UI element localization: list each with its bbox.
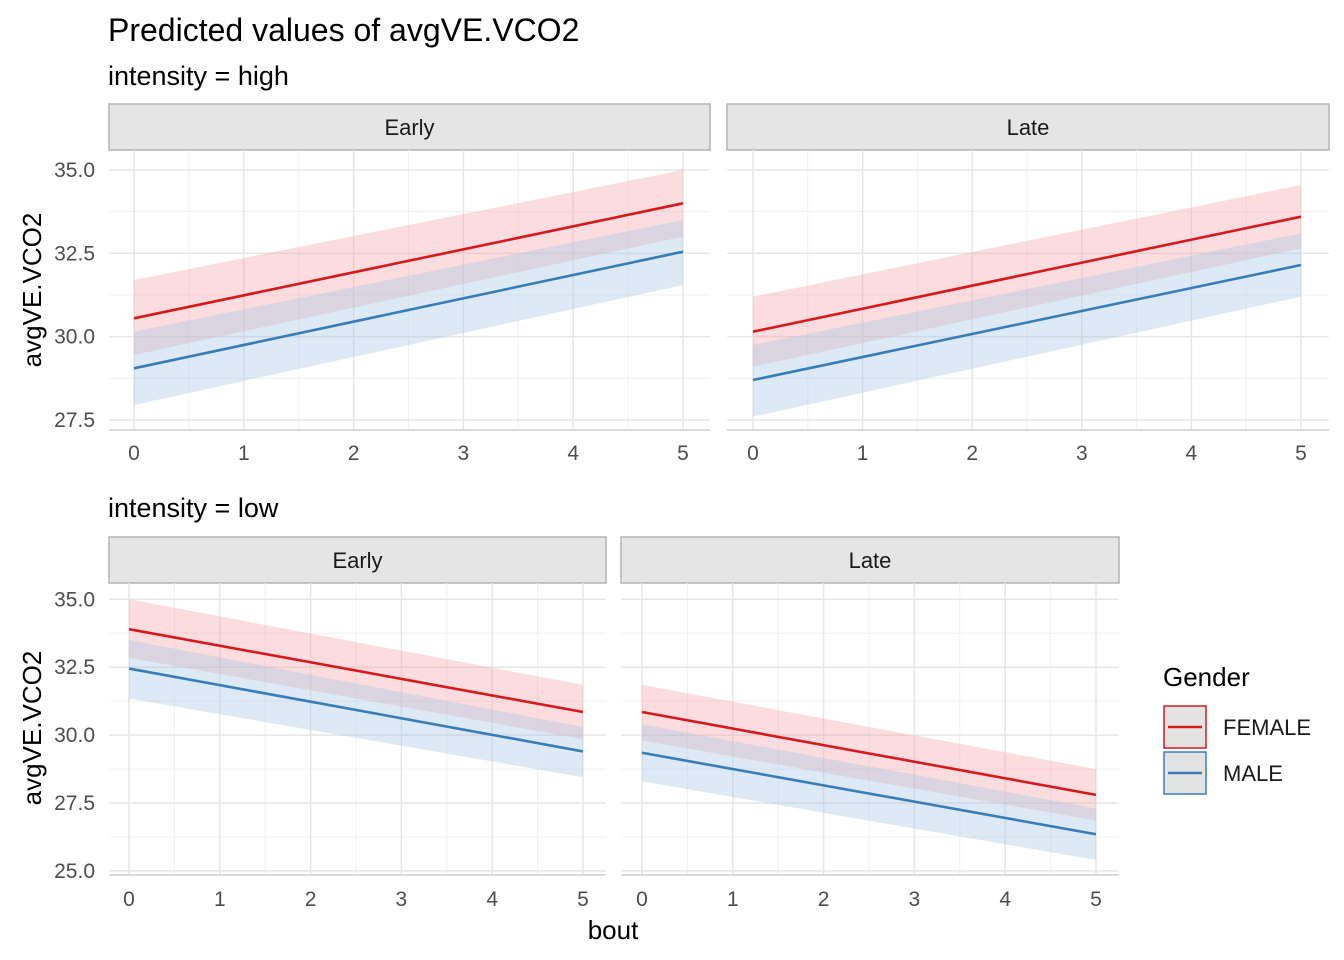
series-line-female: [133, 202, 684, 320]
x-tick-label: 3: [1076, 442, 1088, 465]
panel-high-early: Early 0 1 2 3 4 5 27.5 30.0 32.5 35.0: [54, 103, 711, 465]
series-line-male: [128, 667, 584, 753]
panel-low-early: Early 0 1 2 3 4 5 25.0 27.5 30.0 32.5 35.0: [54, 536, 607, 911]
strip-label: Early: [384, 115, 434, 140]
ci-ribbon-female: [753, 185, 1301, 367]
x-tick-label: 0: [123, 888, 135, 911]
y-tick-label: 32.5: [54, 656, 95, 679]
x-tick-label: 0: [636, 888, 648, 911]
strip-background: [620, 536, 1120, 584]
strip-label: Early: [332, 548, 382, 573]
ci-ribbon-male: [753, 233, 1301, 417]
x-tick-label: 1: [857, 442, 869, 465]
series-line-female: [641, 710, 1097, 797]
ci-ribbon-male: [134, 220, 683, 405]
y-tick-label: 35.0: [54, 588, 95, 611]
series-line-female: [128, 627, 584, 714]
x-tick-label: 1: [214, 888, 226, 911]
series-line-female: [752, 215, 1302, 333]
strip-label: Late: [1007, 115, 1050, 140]
x-tick-label: 2: [818, 888, 830, 911]
legend-item-female: FEMALE: [1163, 705, 1311, 749]
y-axis-label-high: avgVE.VCO2: [17, 213, 47, 368]
strip-background: [108, 103, 711, 151]
y-tick-label: 30.0: [54, 724, 95, 747]
y-tick-label: 32.5: [54, 242, 95, 265]
x-tick-label: 5: [1090, 888, 1102, 911]
y-axis-label-low: avgVE.VCO2: [17, 651, 47, 806]
x-tick-label: 2: [305, 888, 317, 911]
x-tick-label: 3: [909, 888, 921, 911]
x-axis-label: bout: [588, 915, 639, 945]
x-tick-label: 4: [999, 888, 1011, 911]
x-tick-label: 5: [1295, 442, 1307, 465]
series-line-male: [641, 751, 1097, 836]
strip-label: Late: [849, 548, 892, 573]
x-tick-label: 2: [348, 442, 360, 465]
x-tick-label: 1: [727, 888, 739, 911]
strip-background: [108, 536, 607, 584]
x-tick-label: 1: [238, 442, 250, 465]
strip-background: [726, 103, 1330, 151]
x-tick-label: 5: [577, 888, 589, 911]
ci-ribbon-female: [134, 170, 683, 355]
chart-title: Predicted values of avgVE.VCO2: [108, 12, 579, 48]
x-tick-label: 5: [677, 442, 689, 465]
y-tick-label: 27.5: [54, 792, 95, 815]
series-line-male: [752, 263, 1302, 382]
x-tick-label: 3: [458, 442, 470, 465]
y-tick-label: 30.0: [54, 326, 95, 349]
row-subtitle-low: intensity = low: [108, 493, 279, 523]
ci-ribbon-male: [642, 724, 1096, 861]
row-subtitle-high: intensity = high: [108, 61, 289, 91]
y-tick-label: 27.5: [54, 409, 95, 432]
x-tick-label: 3: [396, 888, 408, 911]
panel-high-late: Late 0 1 2 3 4 5: [726, 103, 1330, 465]
legend-label: MALE: [1223, 761, 1283, 786]
legend-label: FEMALE: [1223, 715, 1311, 740]
x-tick-label: 0: [128, 442, 140, 465]
legend-title: Gender: [1163, 662, 1250, 692]
x-tick-label: 2: [966, 442, 978, 465]
series-line-male: [133, 250, 684, 370]
legend: Gender FEMALE MALE: [1163, 662, 1311, 795]
ci-ribbon-female: [129, 599, 583, 740]
legend-item-male: MALE: [1163, 751, 1283, 795]
y-tick-label: 35.0: [54, 159, 95, 182]
x-tick-label: 0: [747, 442, 759, 465]
panel-low-late: Late 0 1 2 3 4 5: [620, 536, 1120, 911]
x-tick-label: 4: [567, 442, 579, 465]
y-tick-label: 25.0: [54, 860, 95, 883]
x-tick-label: 4: [1186, 442, 1198, 465]
ci-ribbon-male: [129, 640, 583, 778]
x-tick-label: 4: [486, 888, 498, 911]
